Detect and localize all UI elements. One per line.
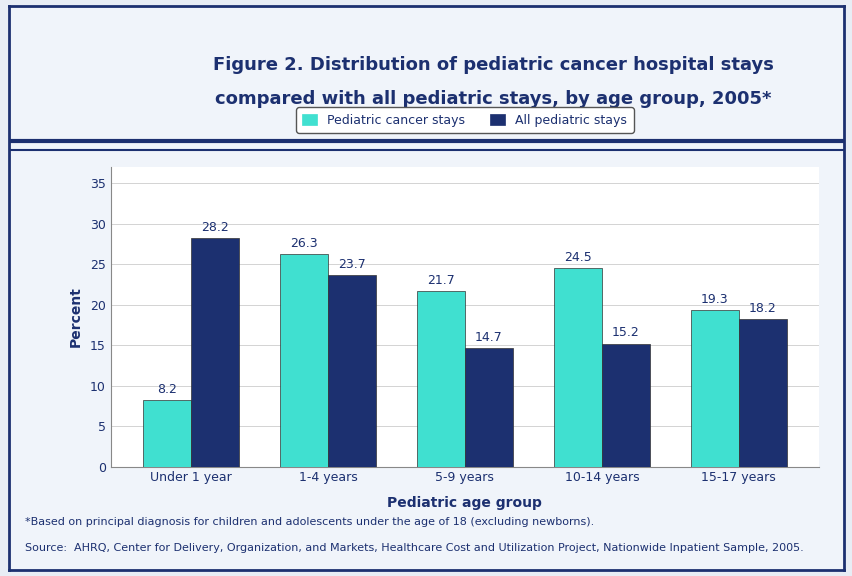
Text: 26.3: 26.3 (290, 237, 318, 249)
Text: 18.2: 18.2 (748, 302, 775, 315)
Text: 14.7: 14.7 (475, 331, 502, 343)
Text: 8.2: 8.2 (157, 383, 176, 396)
Y-axis label: Percent: Percent (69, 286, 83, 347)
Text: 23.7: 23.7 (337, 257, 366, 271)
Bar (690, 310, 738, 467)
Bar (602, 343, 649, 467)
Text: 21.7: 21.7 (427, 274, 454, 287)
Text: 24.5: 24.5 (563, 251, 591, 264)
Text: 15.2: 15.2 (611, 327, 639, 339)
Bar (143, 400, 191, 467)
X-axis label: Pediatric age group: Pediatric age group (387, 495, 542, 510)
Bar (553, 268, 602, 467)
Legend: Pediatric cancer stays, All pediatric stays: Pediatric cancer stays, All pediatric st… (296, 107, 633, 133)
Text: *Based on principal diagnosis for children and adolescents under the age of 18 (: *Based on principal diagnosis for childr… (26, 517, 594, 527)
Bar (464, 347, 512, 467)
Text: Source:  AHRQ, Center for Delivery, Organization, and Markets, Healthcare Cost a: Source: AHRQ, Center for Delivery, Organ… (26, 543, 803, 552)
Bar (738, 319, 786, 467)
Bar (417, 291, 464, 467)
Bar (279, 253, 327, 467)
Text: compared with all pediatric stays, by age group, 2005*: compared with all pediatric stays, by ag… (215, 90, 771, 108)
Text: Figure 2. Distribution of pediatric cancer hospital stays: Figure 2. Distribution of pediatric canc… (213, 56, 773, 74)
Text: 28.2: 28.2 (201, 221, 228, 234)
Text: 19.3: 19.3 (700, 293, 728, 306)
Bar (191, 238, 239, 467)
Bar (327, 275, 376, 467)
